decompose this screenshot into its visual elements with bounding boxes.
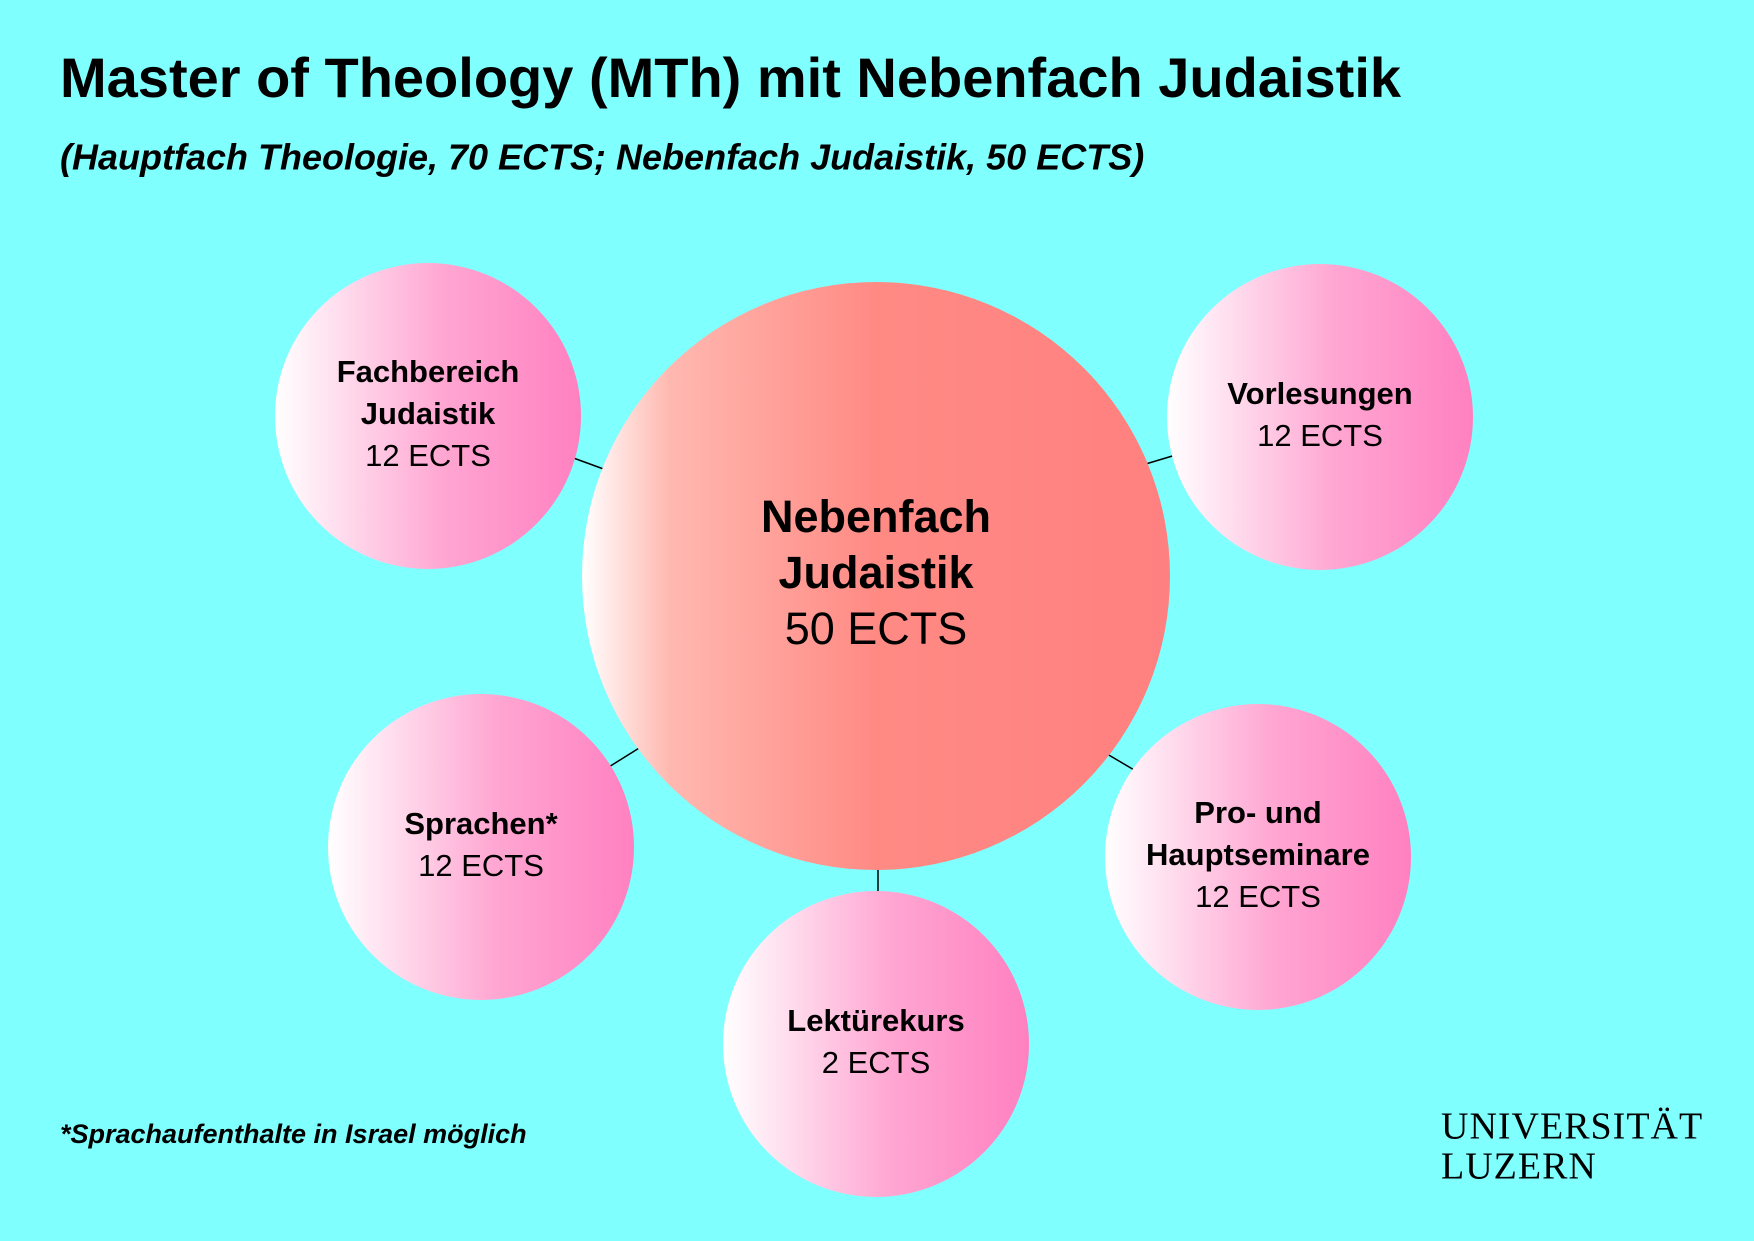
logo-line: LUZERN xyxy=(1441,1146,1597,1188)
module-node-credits: 12 ECTS xyxy=(365,438,491,473)
module-node xyxy=(1167,264,1473,570)
title: Master of Theology (MTh) mit Nebenfach J… xyxy=(60,46,1402,109)
module-node-label: Sprachen* xyxy=(404,806,558,841)
module-node-credits: 12 ECTS xyxy=(1257,418,1383,453)
module-node-credits: 12 ECTS xyxy=(418,848,544,883)
center-node-credits: 50 ECTS xyxy=(785,603,968,654)
module-node xyxy=(723,891,1029,1197)
center-node-label: Nebenfach xyxy=(761,491,991,542)
center-node xyxy=(582,282,1170,870)
module-node-label: Pro- und xyxy=(1194,795,1321,830)
module-node-credits: 2 ECTS xyxy=(822,1045,931,1080)
footnote: *Sprachaufenthalte in Israel möglich xyxy=(60,1119,527,1149)
subtitle: (Hauptfach Theologie, 70 ECTS; Nebenfach… xyxy=(60,137,1144,178)
module-node xyxy=(275,263,581,569)
module-node xyxy=(1105,704,1411,1010)
module-node-label: Lektürekurs xyxy=(787,1003,964,1038)
module-node-label: Judaistik xyxy=(361,396,496,431)
logo-line: UNIVERSITÄT xyxy=(1441,1106,1703,1148)
center-node-label: Judaistik xyxy=(778,547,974,598)
module-node-label: Hauptseminare xyxy=(1146,837,1370,872)
module-node-credits: 12 ECTS xyxy=(1195,879,1321,914)
module-node-label: Fachbereich xyxy=(337,354,520,389)
module-node-label: Vorlesungen xyxy=(1227,376,1412,411)
module-node xyxy=(328,694,634,1000)
